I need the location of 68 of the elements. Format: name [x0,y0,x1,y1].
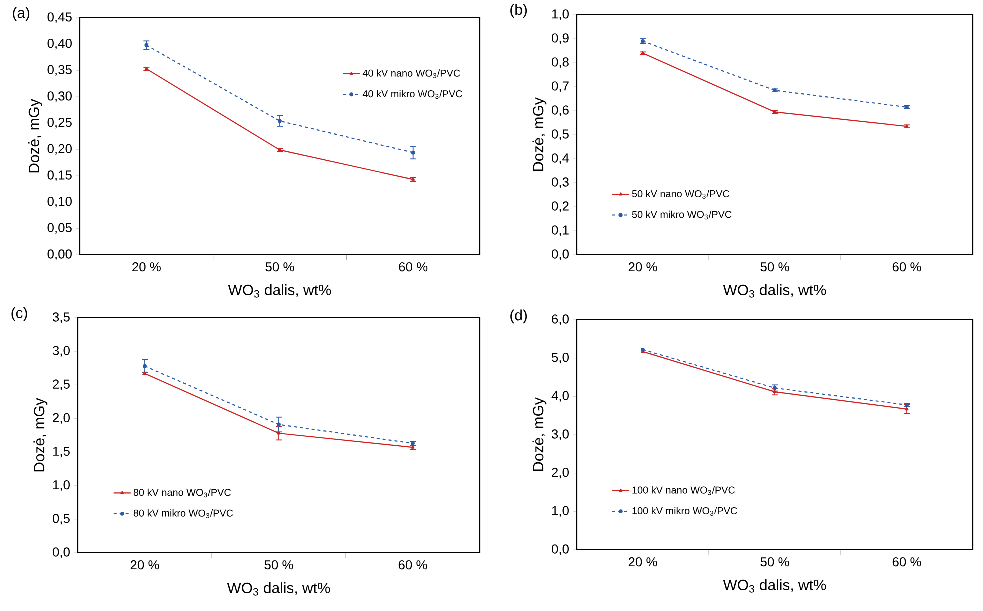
legend-label: 80 kV nano WO$_{3}$/PVC [134,488,232,498]
x-tick-label: 50 % [760,262,790,272]
y-tick-label: 0,00 [48,250,72,260]
y-tick-label: 6,0 [552,314,569,326]
y-axis-title: Dozė, mGy [532,98,547,172]
y-tick-label: 2,0 [53,413,70,424]
y-tick-label: 0,0 [552,250,569,260]
x-tick-label: 20 % [132,262,161,272]
chart-title: (d) [510,310,528,324]
x-tick-label: 60 % [399,262,428,272]
y-tick-label: 1,0 [53,480,70,492]
y-tick-label: 0,9 [552,34,569,44]
y-tick-label: 0,15 [48,170,72,182]
x-axis-title: WO$_{3}$ dalis, wt% [228,284,332,298]
y-tick-label: 0,45 [48,12,72,24]
y-tick-label: 0,6 [552,106,569,116]
y-tick-label: 2,5 [53,380,70,390]
y-tick-label: 4,0 [552,391,569,402]
y-tick-label: 0,40 [48,38,72,50]
legend-label: 50 kV nano WO$_{3}$/PVC [632,190,730,199]
x-tick-label: 20 % [628,262,658,272]
y-tick-label: 5,0 [552,352,569,364]
x-axis-title: WO$_{3}$ dalis, wt% [723,284,826,298]
y-axis-title: Dozė, mGy [28,99,42,173]
y-tick-label: 0,3 [552,178,569,188]
y-tick-label: 0,8 [552,58,569,68]
y-tick-label: 0,35 [48,65,72,76]
y-tick-label: 0,2 [552,202,569,212]
y-tick-label: 0,5 [552,130,569,140]
x-tick-label: 60 % [892,262,922,272]
y-tick-label: 1,5 [53,447,70,458]
y-tick-label: 1,0 [552,506,569,518]
chart-title: (a) [13,7,30,22]
y-tick-label: 0,1 [552,226,569,236]
chart-title: (c) [12,307,28,322]
y-tick-label: 1,0 [552,10,569,20]
x-axis-title: WO$_{3}$ dalis, wt% [723,580,826,593]
y-tick-label: 2,0 [552,468,569,479]
y-tick-label: 0,05 [48,223,72,234]
chart-title: (b) [510,4,528,18]
legend-label: 80 kV mikro WO$_{3}$/PVC [134,510,234,518]
y-axis-title: Dozė, mGy [532,398,547,472]
y-tick-label: 0,20 [48,144,72,156]
y-tick-label: 0,5 [52,514,70,525]
y-tick-label: 0,0 [52,548,70,558]
legend-label: 40 kV nano WO$_{3}$/PVC [362,70,460,78]
y-tick-label: 0,7 [552,82,569,92]
y-tick-label: 0,25 [48,118,72,129]
legend-label: 100 kV mikro WO$_{3}$/PVC [632,507,738,516]
x-axis-title: WO$_{3}$ dalis, wt% [227,582,330,596]
x-tick-label: 60 % [398,560,428,570]
y-tick-label: 3,5 [52,312,70,324]
x-tick-label: 60 % [892,558,922,567]
legend-label: 100 kV nano WO$_{3}$/PVC [632,486,736,496]
y-tick-label: 0,10 [48,196,72,208]
x-tick-label: 50 % [760,558,790,567]
x-tick-label: 20 % [130,560,160,570]
legend-label: 50 kV mikro WO$_{3}$/PVC [632,210,732,220]
y-axis-title: Dozė, mGy [34,398,48,472]
y-tick-label: 0,30 [48,92,72,102]
y-tick-label: 3,0 [552,430,569,440]
x-tick-label: 50 % [266,262,294,272]
x-tick-label: 50 % [264,560,294,570]
y-tick-label: 3,0 [52,346,70,357]
y-tick-label: 0,0 [552,544,569,556]
y-tick-label: 0,4 [552,154,570,164]
x-tick-label: 20 % [628,558,658,567]
legend-label: 40 kV mikro WO$_{3}$/PVC [362,90,462,100]
